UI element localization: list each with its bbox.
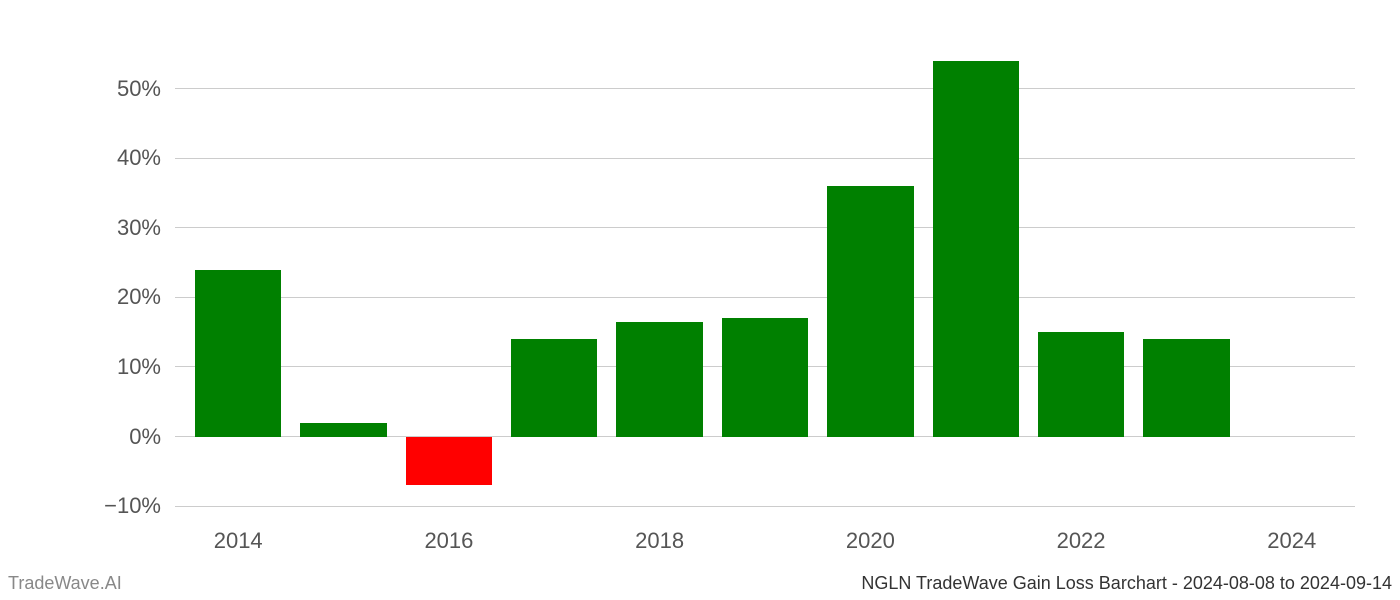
bar xyxy=(1143,339,1229,436)
chart-container: { "chart": { "type": "bar", "plot": { "l… xyxy=(0,0,1400,600)
bar xyxy=(1038,332,1124,436)
gridline-horizontal xyxy=(175,88,1355,89)
bar xyxy=(616,322,702,437)
gridline-horizontal xyxy=(175,297,1355,298)
gridline-horizontal xyxy=(175,158,1355,159)
y-tick-label: −10% xyxy=(0,493,161,519)
x-tick-label: 2024 xyxy=(1252,528,1332,554)
x-tick-label: 2022 xyxy=(1041,528,1121,554)
bar xyxy=(195,270,281,437)
y-tick-label: 0% xyxy=(0,424,161,450)
footer-right-text: NGLN TradeWave Gain Loss Barchart - 2024… xyxy=(861,573,1392,594)
bar xyxy=(722,318,808,436)
bar xyxy=(300,423,386,437)
y-tick-label: 40% xyxy=(0,145,161,171)
x-tick-label: 2014 xyxy=(198,528,278,554)
footer-left-text: TradeWave.AI xyxy=(8,573,122,594)
x-tick-label: 2016 xyxy=(409,528,489,554)
y-tick-label: 20% xyxy=(0,284,161,310)
x-tick-label: 2018 xyxy=(620,528,700,554)
plot-area xyxy=(175,40,1355,520)
bar xyxy=(511,339,597,436)
x-tick-label: 2020 xyxy=(830,528,910,554)
gridline-horizontal xyxy=(175,227,1355,228)
bar xyxy=(827,186,913,436)
bar xyxy=(406,437,492,486)
bar xyxy=(933,61,1019,437)
y-tick-label: 50% xyxy=(0,76,161,102)
y-tick-label: 30% xyxy=(0,215,161,241)
gridline-horizontal xyxy=(175,506,1355,507)
y-tick-label: 10% xyxy=(0,354,161,380)
